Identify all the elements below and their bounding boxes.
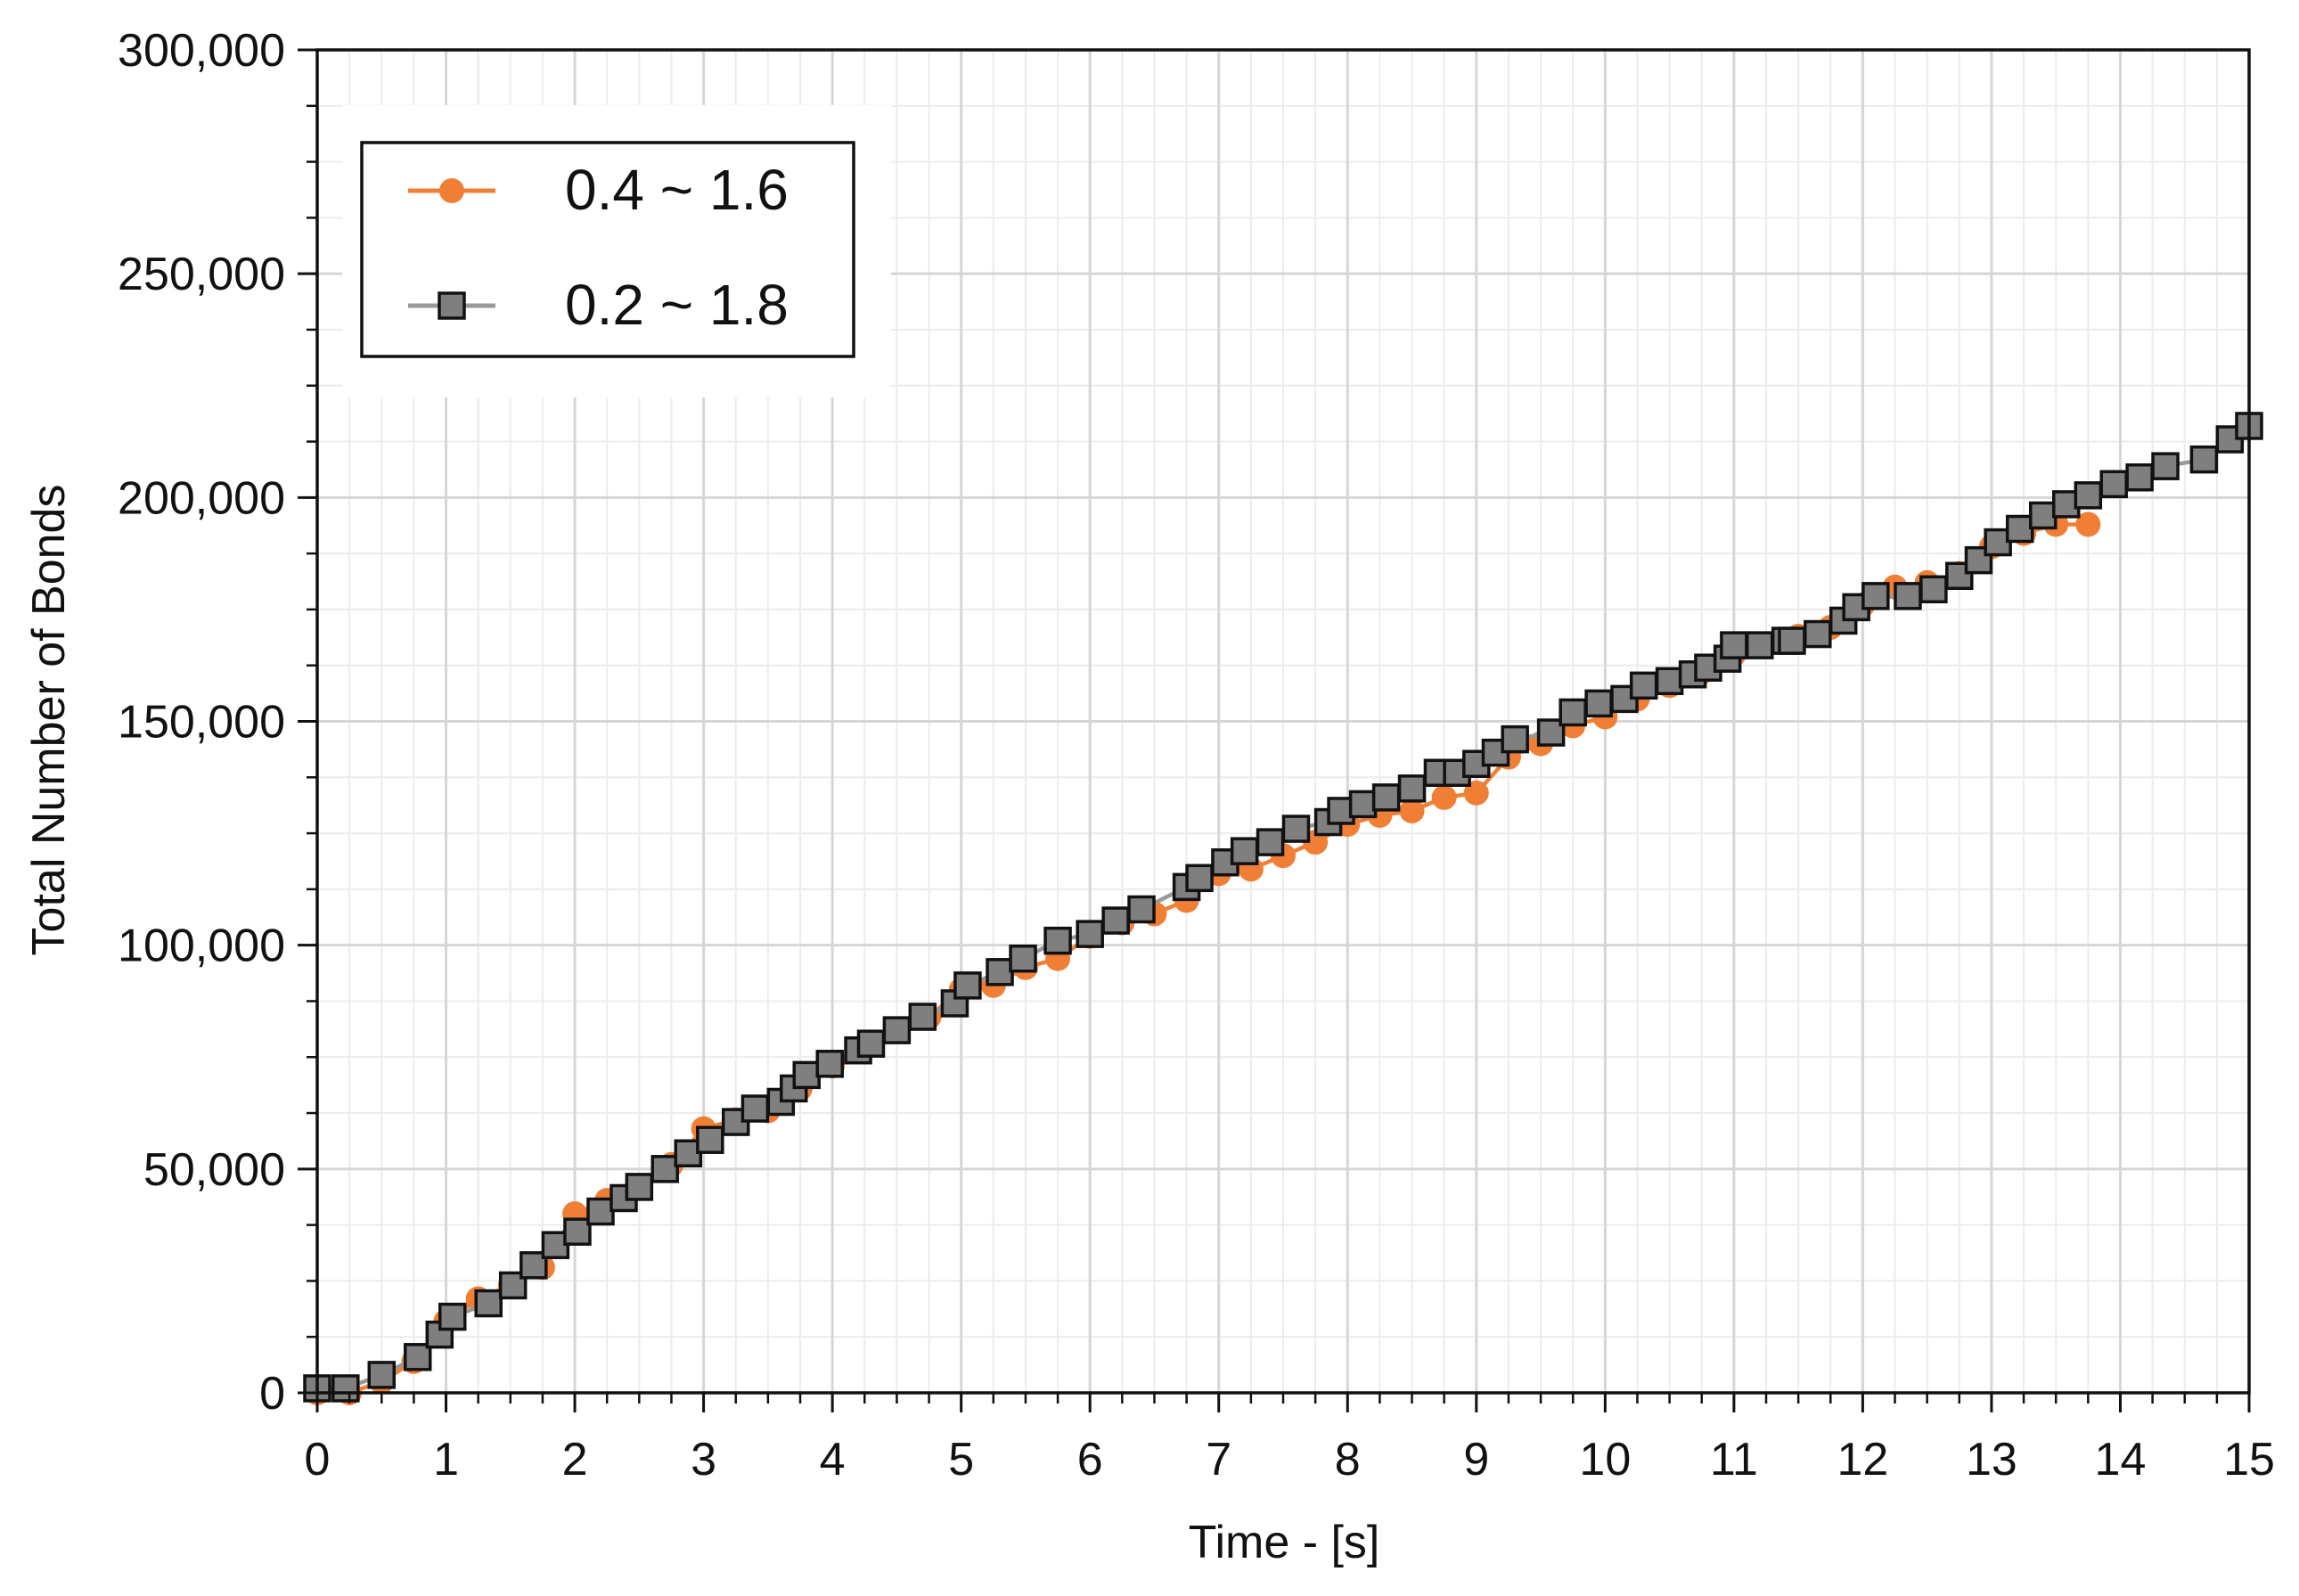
x-tick-label: 4: [820, 1434, 846, 1486]
data-point-square: [1101, 906, 1130, 935]
y-tick-label: 100,000: [118, 921, 285, 972]
x-tick-label: 13: [1966, 1434, 2017, 1486]
data-point-square: [986, 958, 1014, 986]
x-tick-label: 11: [1710, 1434, 1758, 1486]
legend: 0.4 ~ 1.6 0.2 ~ 1.8: [342, 105, 891, 397]
legend-marker-square-icon: [438, 291, 466, 320]
y-tick-label: 250,000: [118, 249, 285, 300]
x-tick-label: 1: [433, 1434, 459, 1486]
x-tick-label: 2: [562, 1434, 588, 1486]
data-point-square: [2189, 445, 2219, 474]
data-point-square: [815, 1050, 844, 1078]
series-layer: [303, 412, 2263, 1405]
data-point-square: [625, 1173, 654, 1201]
x-tick-label: 5: [948, 1434, 974, 1486]
x-tick-label: 0: [305, 1434, 331, 1486]
data-point-square: [1861, 582, 1890, 610]
data-point-square: [696, 1125, 724, 1154]
data-point-square: [1536, 718, 1566, 747]
x-tick-label: 6: [1077, 1434, 1103, 1486]
data-point-square: [1127, 895, 1156, 924]
series-1-line: [317, 522, 2089, 1395]
x-tick-label: 7: [1206, 1434, 1231, 1486]
data-point-square: [1584, 689, 1613, 718]
data-point-square: [331, 1374, 360, 1403]
legend-label-series-1: 0.4 ~ 1.6: [565, 158, 789, 222]
data-point-square: [908, 1003, 937, 1031]
data-point-square: [367, 1361, 397, 1389]
data-point-square: [650, 1155, 679, 1183]
data-point-square: [953, 971, 982, 1000]
data-point-square: [1919, 575, 1948, 604]
data-point-square: [2005, 514, 2034, 544]
data-point-square: [586, 1197, 615, 1226]
data-point-square: [1256, 828, 1285, 856]
legend-marker-circle-icon: [439, 178, 464, 203]
data-point-square: [1501, 724, 1529, 754]
data-point-square: [1894, 582, 1922, 610]
x-tick-label: 14: [2095, 1434, 2147, 1486]
data-point-square: [2151, 452, 2180, 480]
legend-frame: [360, 141, 855, 358]
x-axis-label: Time - [s]: [1189, 1517, 1380, 1568]
data-point-square: [1043, 926, 1072, 955]
data-point-circle: [1431, 784, 1457, 810]
data-point-square: [1281, 814, 1311, 843]
y-axis-label: Total Number of Bonds: [23, 485, 75, 956]
data-point-square: [740, 1094, 770, 1123]
data-point-square: [2074, 481, 2103, 510]
y-tick-label: 50,000: [143, 1144, 285, 1196]
data-point-square: [474, 1289, 503, 1318]
data-point-square: [856, 1029, 886, 1058]
data-point-square: [1185, 863, 1214, 893]
tick-marks: [298, 48, 2251, 1412]
y-tick-labels: 0 50,000 100,000 150,000 200,000 250,000 300,0…: [118, 25, 285, 1420]
x-tick-label: 10: [1579, 1434, 1631, 1486]
y-tick-label: 0: [259, 1368, 285, 1420]
data-point-circle: [2075, 512, 2101, 537]
data-point-square: [2099, 470, 2128, 499]
data-point-square: [1778, 626, 1806, 655]
data-point-square: [1397, 774, 1427, 803]
data-point-square: [2028, 501, 2058, 530]
x-tick-label: 3: [691, 1434, 716, 1486]
data-point-square: [1804, 619, 1832, 649]
data-point-square: [1559, 698, 1587, 727]
x-tick-label: 15: [2223, 1434, 2275, 1486]
legend-label-series-2: 0.2 ~ 1.8: [565, 273, 789, 337]
data-point-square: [792, 1060, 821, 1090]
x-tick-label: 12: [1837, 1434, 1888, 1486]
data-point-square: [1371, 783, 1401, 812]
data-point-square: [1655, 667, 1684, 696]
data-point-circle: [1399, 798, 1425, 823]
data-point-square: [1076, 920, 1104, 948]
x-tick-labels: 0 1 2 3 4 5 6 7 8 9 10 11 12 13 14 15: [305, 1434, 2275, 1486]
y-tick-label: 200,000: [118, 472, 285, 524]
data-point-square: [1964, 545, 1993, 575]
x-tick-label: 8: [1335, 1434, 1361, 1486]
data-point-square: [1230, 837, 1259, 865]
data-point-square: [882, 1016, 912, 1044]
series-2: [303, 412, 2263, 1403]
data-point-square: [403, 1343, 432, 1371]
x-tick-label: 9: [1463, 1434, 1489, 1486]
y-tick-label: 150,000: [118, 697, 285, 749]
data-point-square: [1746, 631, 1774, 659]
data-point-square: [563, 1217, 592, 1246]
data-point-square: [520, 1251, 548, 1280]
data-point-square: [438, 1302, 467, 1331]
data-point-square: [1629, 671, 1658, 700]
y-tick-label: 300,000: [118, 25, 285, 77]
data-point-square: [2125, 462, 2154, 492]
data-point-square: [1348, 790, 1378, 819]
data-point-square: [1009, 944, 1037, 973]
data-point-square: [1720, 631, 1748, 659]
